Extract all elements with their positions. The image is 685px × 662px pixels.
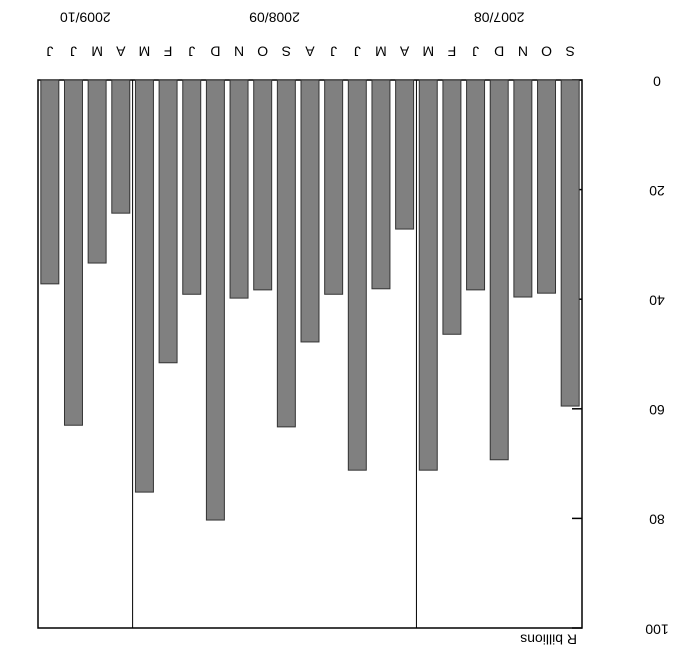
x-tick-label: M <box>422 43 434 59</box>
bar <box>347 79 367 471</box>
bar <box>253 79 273 291</box>
bar <box>513 79 533 298</box>
bar <box>87 79 107 264</box>
bar <box>63 79 83 426</box>
bar <box>40 79 60 285</box>
y-tick-label: 20 <box>649 183 665 199</box>
bar <box>442 79 462 335</box>
bar <box>371 79 391 290</box>
bar <box>182 79 202 295</box>
x-tick-label: J <box>330 43 337 59</box>
y-tick-label: 100 <box>645 621 669 637</box>
bar <box>276 79 296 428</box>
y-tick-label: 40 <box>649 292 665 308</box>
x-tick-label: J <box>46 43 53 59</box>
bar <box>395 79 415 230</box>
y-tick-label: 60 <box>649 402 665 418</box>
x-tick-label: A <box>399 43 409 59</box>
bar <box>466 79 486 291</box>
x-tick-label: N <box>234 43 244 59</box>
x-tick-label: O <box>541 43 552 59</box>
x-tick-label: J <box>354 43 361 59</box>
x-tick-label: S <box>282 43 291 59</box>
bar <box>111 79 131 214</box>
bar <box>324 79 344 295</box>
bar <box>560 79 580 407</box>
bar <box>229 79 249 299</box>
x-tick-label: F <box>164 43 173 59</box>
bar <box>300 79 320 343</box>
group-label: 2009/10 <box>60 9 111 25</box>
x-tick-label: D <box>210 43 220 59</box>
bar <box>158 79 178 364</box>
x-tick-label: O <box>257 43 268 59</box>
x-tick-label: J <box>472 43 479 59</box>
x-tick-label: M <box>375 43 387 59</box>
x-tick-label: M <box>139 43 151 59</box>
x-tick-label: J <box>70 43 77 59</box>
bar <box>134 79 154 493</box>
y-tick-label: 80 <box>649 512 665 528</box>
y-tick-label: 0 <box>653 73 661 89</box>
x-tick-label: A <box>305 43 315 59</box>
x-tick-label: M <box>91 43 103 59</box>
x-tick-label: A <box>115 43 125 59</box>
bar <box>418 79 438 471</box>
bar <box>205 79 225 521</box>
x-tick-label: D <box>494 43 504 59</box>
group-label: 2007/08 <box>474 9 525 25</box>
x-tick-label: F <box>448 43 457 59</box>
y-axis-label: R billions <box>520 631 577 647</box>
x-tick-label: S <box>566 43 575 59</box>
bar <box>537 79 557 294</box>
x-tick-label: N <box>518 43 528 59</box>
x-tick-label: J <box>188 43 195 59</box>
group-label: 2008/09 <box>249 9 300 25</box>
bar <box>489 79 509 461</box>
